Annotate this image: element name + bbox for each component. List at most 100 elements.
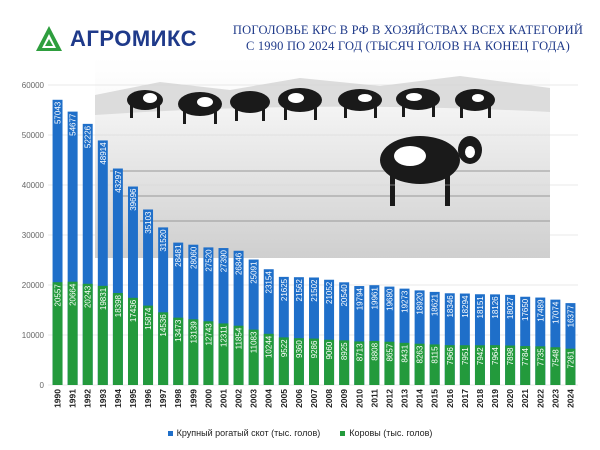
bar-cows [309,338,319,385]
bar-group: 54677 20664 [67,111,78,386]
bar-group: 20540 8925 [339,282,349,385]
x-tick-label: 2007 [309,389,319,408]
x-tick-label: 2024 [565,389,575,408]
bar-cattle [309,277,319,385]
bar-group: 43297 18398 [112,168,123,385]
bar-group: 18126 7964 [490,294,500,385]
data-label-cows: 13139 [189,321,198,344]
x-tick-label: 2020 [505,389,515,408]
bar-cows [203,321,214,385]
bar-cattle [324,279,335,385]
y-tick-label: 40000 [22,181,45,190]
bar-cows [399,342,410,385]
data-label-cows: 14536 [159,314,168,337]
data-label-cattle: 18294 [461,295,470,318]
bar-cows [67,281,78,385]
bar-cows [82,283,93,385]
data-label-cattle: 21625 [280,278,289,301]
x-tick-label: 1993 [98,389,108,408]
bar-group: 57043 20557 [52,99,63,385]
bar-group: 18294 7951 [459,293,470,385]
bar-cattle [188,244,199,385]
data-label-cattle: 17650 [521,298,530,321]
data-label-cows: 10244 [265,335,274,358]
x-tick-label: 2012 [384,389,394,408]
x-tick-label: 2006 [294,389,304,408]
bar-group: 17074 7548 [550,299,560,385]
bar-group: 18346 7966 [444,293,455,385]
bar-cattle [429,291,440,385]
bar-cows [173,317,184,385]
data-label-cows: 19831 [99,287,108,310]
data-label-cattle: 18920 [416,292,425,315]
data-label-cattle: 19961 [370,287,379,310]
data-label-cows: 18398 [114,294,123,317]
x-tick-label: 2015 [430,389,440,408]
x-tick-label: 2016 [445,389,455,408]
bar-cows [158,312,169,385]
data-label-cattle: 48914 [99,142,108,165]
bar-cattle [233,250,244,385]
data-label-cattle: 25091 [250,261,259,284]
data-label-cows: 8925 [340,342,349,360]
bar-cattle [82,123,93,386]
data-label-cattle: 18027 [506,296,515,319]
x-tick-label: 2013 [400,389,410,408]
bar-cows [293,338,304,385]
bar-group: 18920 8263 [414,290,425,385]
bar-cattle [127,186,138,385]
bar-cattle [248,259,259,385]
bar-group: 21502 9286 [309,277,319,385]
bar-group: 35103 15874 [143,209,153,385]
bar-cows [414,343,425,385]
x-tick-label: 1991 [68,389,78,408]
data-label-cattle: 57043 [54,101,63,124]
y-tick-label: 30000 [22,231,45,240]
legend-swatch-cattle [167,430,173,436]
x-tick-label: 1992 [83,389,93,408]
data-label-cows: 8713 [355,343,364,361]
data-label-cows: 11083 [250,331,259,353]
y-tick-label: 50000 [22,131,45,140]
bar-group: 17489 7735 [535,297,545,385]
data-label-cows: 20557 [54,284,63,307]
data-label-cows: 15874 [144,307,153,330]
data-label-cows: 7261 [566,350,575,368]
data-label-cattle: 19680 [385,288,394,311]
data-label-cattle: 39696 [129,188,138,211]
x-tick-label: 2004 [264,389,274,408]
data-label-cows: 7951 [461,347,470,365]
x-tick-label: 2021 [520,389,530,408]
bar-cattle [203,247,214,385]
legend-swatch-cows [340,430,346,436]
data-label-cattle: 18621 [431,293,440,316]
data-label-cattle: 21562 [295,279,304,302]
bar-cattle [414,290,425,385]
bar-cattle [490,294,501,385]
bar-cows [444,345,455,385]
y-axis: 0 10000 20000 30000 40000 50000 60000 [22,81,45,390]
chart-title: ПОГОЛОВЬЕ КРС В РФ В ХОЗЯЙСТВАХ ВСЕХ КАТ… [222,22,594,54]
leaf-logo-icon [36,26,62,51]
x-tick-label: 2018 [475,389,485,408]
data-label-cows: 13473 [174,319,183,342]
data-label-cattle: 18126 [491,296,500,319]
bar-cattle [444,293,455,385]
data-label-cows: 8115 [431,346,440,364]
x-axis: 1990 1991 1992 1993 1994 1995 1996 1997 1998 1999… [53,389,576,408]
x-tick-label: 2023 [550,389,560,408]
bar-group: 17650 7784 [520,296,530,385]
bar-cows [52,282,63,385]
bar-group: 18621 8115 [429,291,440,385]
y-tick-label: 60000 [22,81,45,90]
data-label-cattle: 54677 [69,113,78,136]
data-label-cattle: 27520 [204,249,213,272]
x-tick-label: 1999 [188,389,198,408]
data-label-cows: 11854 [235,327,244,349]
bar-group: 25091 11083 [248,259,259,385]
bar-group: 23154 10244 [263,269,274,385]
bar-cows [112,293,123,385]
bar-group: 28481 13473 [173,242,184,385]
pasture-illustration [95,58,550,259]
